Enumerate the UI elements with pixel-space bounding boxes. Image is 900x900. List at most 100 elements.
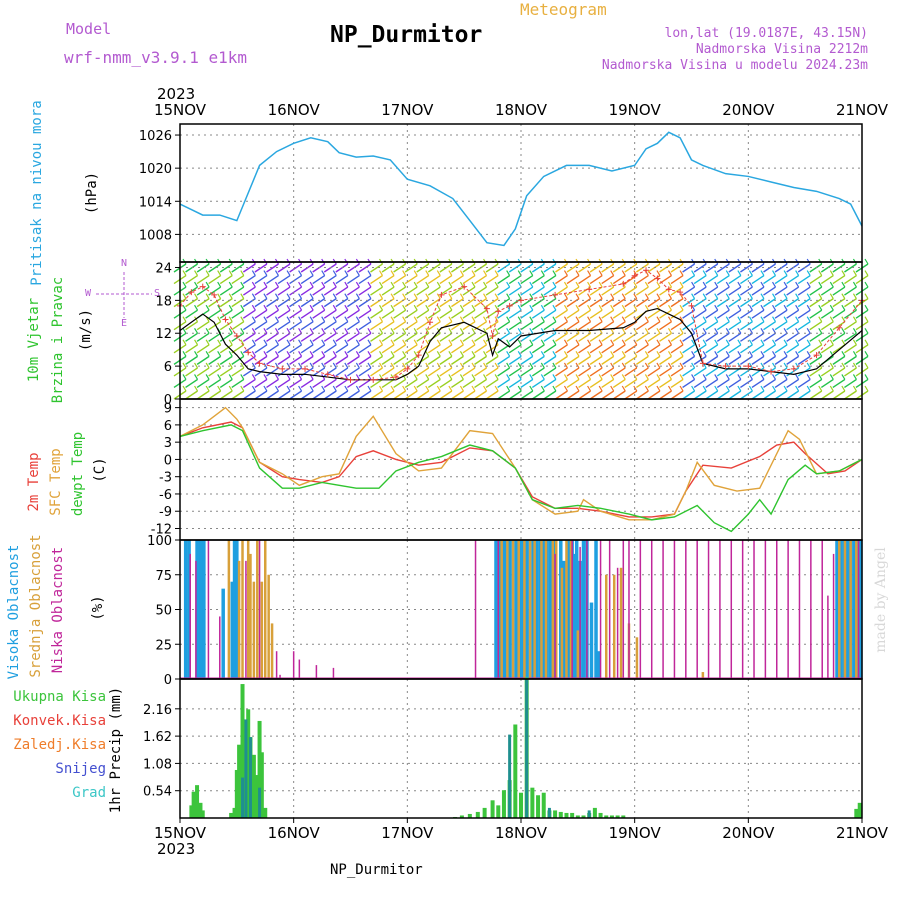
wind-barb-feather (494, 293, 499, 299)
wind-barb (716, 286, 730, 296)
wind-barb-feather (679, 385, 684, 392)
wind-barb-feather (390, 339, 395, 346)
x-tick-label-top: 18NOV (495, 101, 548, 119)
wind-gust-marker (233, 332, 240, 339)
wind-barb (844, 321, 857, 331)
wind-barb (497, 390, 511, 400)
wind-barb (797, 263, 811, 273)
wind-barb (740, 298, 753, 308)
y-tick-label: 1026 (139, 129, 172, 144)
wind-barb (485, 298, 499, 308)
wind-barb-feather (587, 316, 592, 323)
wind-barb (358, 344, 372, 354)
wind-barb (693, 332, 707, 342)
wind-gust-marker (392, 374, 399, 381)
wind-barb-feather (321, 281, 326, 288)
wind-barb-feather (194, 339, 199, 346)
wind-barb-feather (251, 339, 256, 346)
wind-barb (820, 378, 834, 389)
y-tick-label: 25 (155, 638, 172, 653)
wind-barb-feather (367, 293, 372, 299)
wind-barb (612, 355, 626, 365)
wind-barb-feather (656, 351, 661, 357)
cloud-low-bar (753, 540, 755, 679)
wind-barb-feather (748, 304, 753, 311)
wind-barb-feather (390, 385, 395, 392)
wind-barb (474, 274, 487, 285)
x-year-bottom: 2023 (157, 840, 195, 858)
wind-barb-feather (772, 316, 777, 323)
wind-barb-feather (714, 339, 719, 346)
wind-barb (555, 298, 568, 308)
wind-barb-feather (644, 304, 649, 311)
precip-total-bar (575, 815, 580, 818)
wind-barb (231, 286, 245, 296)
wind-barb (693, 378, 707, 389)
wind-barb (381, 355, 395, 365)
precip-snow-bar (258, 787, 262, 818)
precip-snow-bar (248, 737, 252, 818)
wind-barb (439, 309, 453, 319)
wind-barb-feather (506, 270, 511, 276)
wind-barb-feather (772, 351, 777, 357)
wind-barb-feather (587, 339, 592, 346)
wind-barb (381, 390, 395, 400)
x-tick-label-bottom: 19NOV (609, 824, 662, 842)
wind-barb (670, 332, 684, 342)
wind-barb (705, 274, 719, 285)
cloud-ylabel-mid: Srednja Oblacnost (28, 534, 44, 677)
wind-barb (208, 378, 222, 389)
wind-barb-feather (540, 293, 545, 299)
wind-gust-marker (199, 283, 206, 290)
wind-barb-feather (621, 362, 626, 369)
wind-barb (832, 332, 846, 342)
wind-barb (416, 309, 430, 319)
station-title: NP_Durmitor (330, 22, 483, 48)
wind-barb-feather (194, 270, 199, 276)
wind-barb-feather (852, 362, 857, 369)
wind-barb-feather (344, 316, 349, 323)
wind-barb-feather (587, 293, 592, 299)
wind-barb (659, 309, 672, 319)
cloud-high-bar (835, 540, 839, 679)
wind-barb (358, 286, 372, 296)
wind-barb (774, 378, 788, 389)
wind-barb-feather (436, 362, 441, 369)
wind-barb-feather (633, 304, 638, 311)
wind-barb-feather (194, 351, 199, 357)
wind-barb (335, 390, 349, 400)
wind-barb (716, 298, 730, 308)
wind-barb (520, 309, 534, 319)
wind-barb (254, 309, 268, 319)
wind-barb-feather (263, 281, 268, 288)
wind-barb (231, 309, 245, 319)
wind-barb (543, 367, 557, 377)
x-tick-label-top: 17NOV (381, 101, 434, 119)
wind-barb-feather (795, 304, 800, 311)
wind-barb-feather (367, 270, 372, 276)
wind-barb (820, 309, 834, 319)
wind-barb (578, 274, 591, 285)
wind-barb (659, 367, 672, 377)
wind-barb (323, 378, 337, 389)
wind-barb (763, 390, 776, 400)
wind-barb-feather (667, 362, 673, 369)
wind-barb-feather (205, 351, 210, 357)
precip-total-bar (200, 810, 205, 818)
wind-barb (647, 378, 661, 389)
wind-barb (659, 332, 672, 342)
wind-barb (312, 286, 326, 296)
wind-barb-feather (402, 374, 407, 380)
wind-barb-feather (483, 293, 488, 299)
wind-barb (751, 298, 765, 308)
wind-barb (381, 321, 395, 331)
wind-barb-feather (829, 293, 834, 299)
wind-barb-feather (402, 304, 407, 311)
wind-barb (705, 332, 719, 342)
wind-barb (219, 332, 233, 342)
wind-barb (635, 390, 649, 400)
wind-barb (543, 274, 557, 285)
wind-barb (416, 367, 430, 377)
wind-barb-feather (552, 385, 557, 392)
wind-barb (381, 378, 395, 389)
